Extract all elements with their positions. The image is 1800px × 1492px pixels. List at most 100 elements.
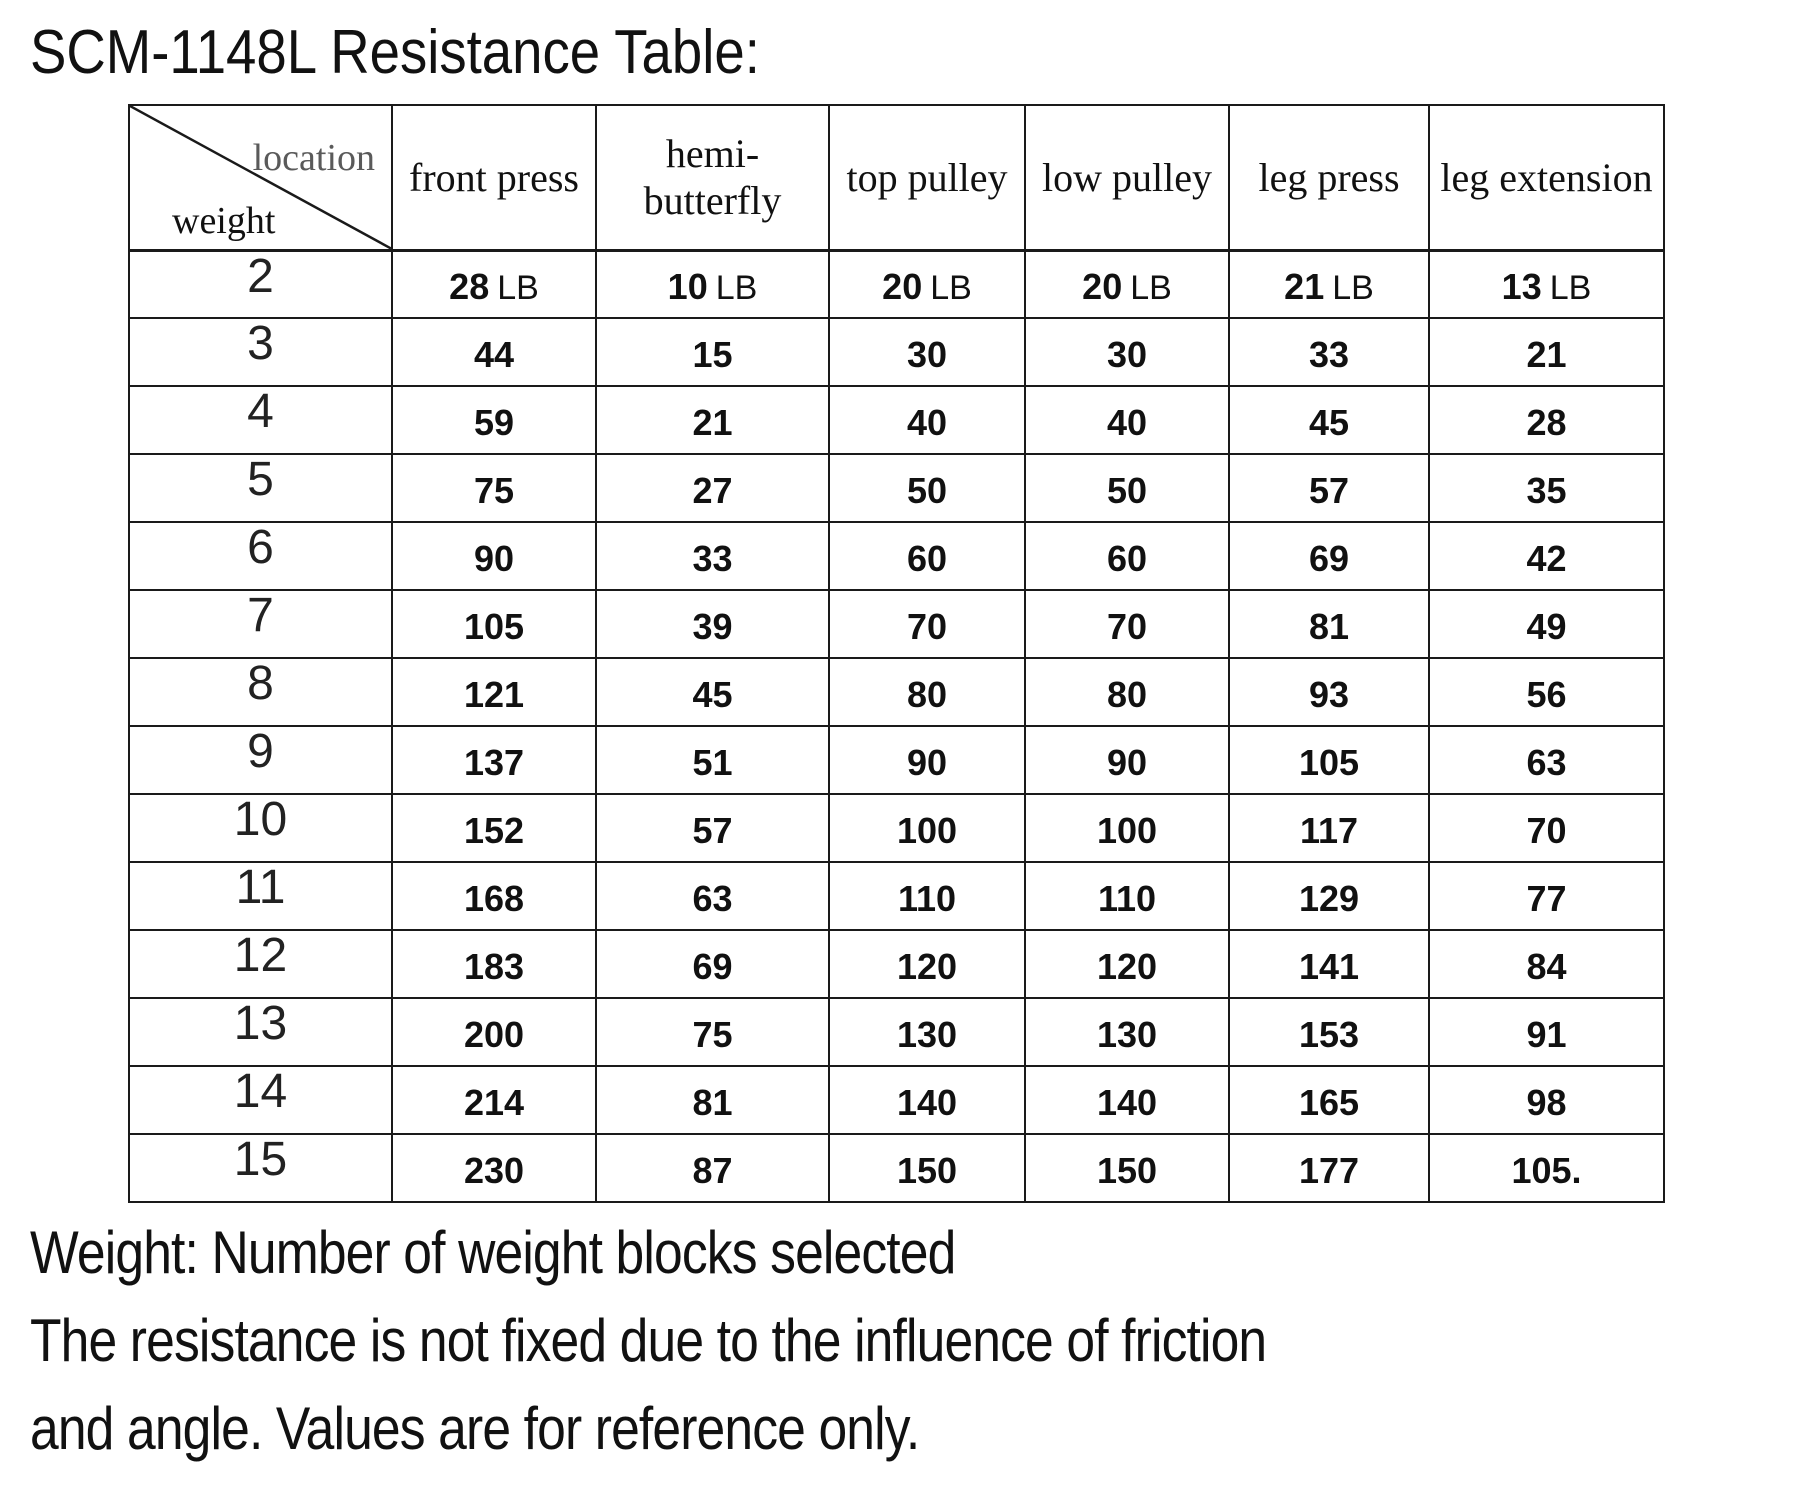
value-number: 153	[1298, 1014, 1360, 1055]
value-cell: 21 LB	[1228, 249, 1430, 319]
value-cell: 42	[1428, 521, 1665, 591]
value-cell: 21	[1428, 317, 1665, 387]
value-cell: 165	[1228, 1065, 1430, 1135]
table-row: 4 59 21 40 40 45 28	[128, 385, 1665, 455]
value-number: 49	[1526, 606, 1567, 647]
table-row: 12 183 69 120 120 141 84	[128, 929, 1665, 999]
value-number: 130	[1096, 1014, 1158, 1055]
value-cell: 81	[595, 1065, 830, 1135]
value-number: 110	[1097, 878, 1157, 919]
value-cell: 120	[828, 929, 1026, 999]
value-cell: 214	[391, 1065, 597, 1135]
value-cell: 44	[391, 317, 597, 387]
weight-cell: 11	[128, 861, 393, 931]
value-number: 33	[692, 538, 733, 579]
value-cell: 150	[828, 1133, 1026, 1203]
value-cell: 50	[1024, 453, 1230, 523]
page-title: SCM-1148L Resistance Table:	[30, 18, 760, 87]
value-cell: 230	[391, 1133, 597, 1203]
value-number: 177	[1298, 1150, 1360, 1191]
value-number: 56	[1526, 674, 1567, 715]
value-number: 30	[1106, 334, 1148, 375]
value-cell: 141	[1228, 929, 1430, 999]
value-cell: 57	[595, 793, 830, 863]
value-cell: 50	[828, 453, 1026, 523]
value-cell: 153	[1228, 997, 1430, 1067]
value-cell: 59	[391, 385, 597, 455]
table-row: 10 152 57 100 100 117 70	[128, 793, 1665, 863]
value-cell: 100	[1024, 793, 1230, 863]
value-cell: 77	[1428, 861, 1665, 931]
value-number: 60	[1106, 538, 1148, 579]
value-number: 27	[692, 470, 733, 511]
value-cell: 75	[595, 997, 830, 1067]
value-number: 63	[1526, 742, 1567, 783]
value-cell: 28 LB	[391, 249, 597, 319]
value-number: 105.	[1511, 1150, 1582, 1191]
value-number: 100	[1096, 810, 1158, 851]
value-cell: 60	[828, 521, 1026, 591]
value-cell: 45	[595, 657, 830, 727]
value-cell: 33	[595, 521, 830, 591]
value-number: 200	[463, 1014, 525, 1055]
value-number: 150	[896, 1150, 958, 1191]
value-number: 35	[1526, 470, 1567, 511]
value-cell: 28	[1428, 385, 1665, 455]
value-cell: 90	[828, 725, 1026, 795]
value-cell: 69	[1228, 521, 1430, 591]
table-row: 3 44 15 30 30 33 21	[128, 317, 1665, 387]
value-cell: 57	[1228, 453, 1430, 523]
value-cell: 63	[1428, 725, 1665, 795]
value-number: 28	[449, 266, 490, 308]
value-number: 129	[1298, 878, 1360, 919]
value-cell: 140	[1024, 1065, 1230, 1135]
footnotes: Weight: Number of weight blocks selected…	[30, 1222, 1468, 1486]
value-cell: 110	[1024, 861, 1230, 931]
value-cell: 110	[828, 861, 1026, 931]
value-number: 20	[1082, 266, 1123, 308]
value-number: 105	[463, 606, 525, 647]
value-number: 110	[897, 878, 957, 919]
value-number: 81	[692, 1082, 733, 1123]
value-cell: 33	[1228, 317, 1430, 387]
value-number: 130	[896, 1014, 958, 1055]
value-cell: 20 LB	[1024, 249, 1230, 319]
value-number: 120	[1096, 946, 1158, 987]
value-cell: 87	[595, 1133, 830, 1203]
value-number: 40	[906, 402, 948, 443]
value-cell: 121	[391, 657, 597, 727]
column-header-leg-extension: leg extension	[1428, 104, 1665, 252]
resistance-table: location weight front press hemi-butterf…	[128, 104, 1665, 1203]
value-cell: 80	[828, 657, 1026, 727]
value-number: 21	[692, 402, 733, 443]
value-number: 87	[692, 1150, 733, 1191]
value-number: 50	[1106, 470, 1148, 511]
value-number: 70	[1106, 606, 1148, 647]
weight-cell: 7	[128, 589, 393, 659]
value-cell: 39	[595, 589, 830, 659]
value-cell: 70	[828, 589, 1026, 659]
value-cell: 45	[1228, 385, 1430, 455]
value-cell: 30	[828, 317, 1026, 387]
column-header-low-pulley: low pulley	[1024, 104, 1230, 252]
value-number: 13	[1501, 266, 1542, 308]
value-number: 90	[1106, 742, 1148, 783]
value-number: 57	[692, 810, 733, 851]
value-cell: 117	[1228, 793, 1430, 863]
value-number: 84	[1526, 946, 1567, 987]
value-cell: 100	[828, 793, 1026, 863]
value-cell: 40	[1024, 385, 1230, 455]
table-body: 2 28 LB 10 LB 20 LB 20 LB 21 LB 13 LB 3 44 15 30 30 33 21 4 5…	[128, 249, 1665, 1203]
corner-weight-label: weight	[172, 199, 276, 242]
weight-cell: 3	[128, 317, 393, 387]
value-number: 45	[692, 674, 733, 715]
table-row: 14 214 81 140 140 165 98	[128, 1065, 1665, 1135]
weight-cell: 12	[128, 929, 393, 999]
value-number: 15	[692, 334, 733, 375]
value-number: 75	[692, 1014, 733, 1055]
value-cell: 90	[1024, 725, 1230, 795]
value-number: 20	[882, 266, 923, 308]
value-cell: 130	[1024, 997, 1230, 1067]
weight-cell: 5	[128, 453, 393, 523]
diagonal-divider-line	[131, 107, 390, 247]
